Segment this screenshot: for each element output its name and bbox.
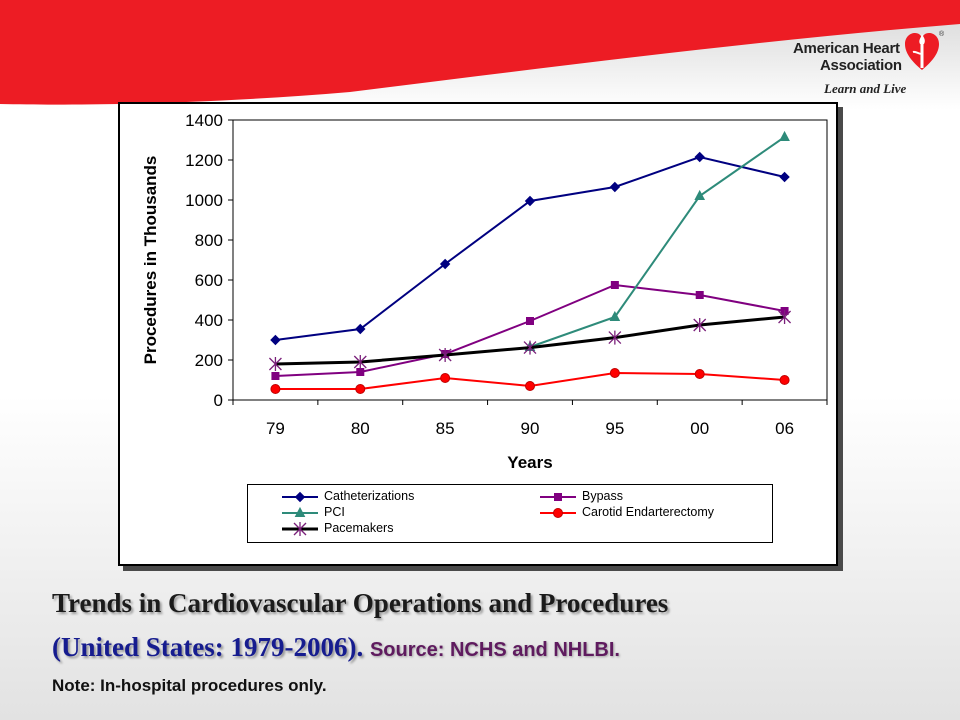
y-tick-label: 1400: [185, 111, 223, 130]
logo-org-line2: Association: [820, 57, 902, 74]
legend-swatch: [540, 493, 576, 501]
y-tick-label: 1000: [185, 191, 223, 210]
data-point: [779, 375, 790, 385]
chart-panel: 0 200 400 600 800 1000 1200 1400 79 80 85 90 95 00 06 Y…: [118, 102, 838, 566]
caption-title-years: (United States: 1979-2006).: [52, 632, 364, 662]
legend-swatch: [282, 506, 318, 517]
data-point: [693, 318, 707, 332]
x-axis-label: Years: [507, 453, 552, 472]
data-point: [610, 281, 619, 289]
x-tick-label: 85: [436, 419, 455, 438]
data-point: [694, 189, 706, 200]
x-tick-label: 06: [775, 419, 794, 438]
y-tick-label: 0: [214, 391, 223, 410]
series-pacemakers: [268, 310, 792, 371]
plot-area: [232, 119, 828, 401]
legend-marker: [553, 508, 563, 518]
x-tick-label: 79: [266, 419, 285, 438]
series-pci: [524, 130, 790, 351]
data-point: [355, 323, 366, 335]
x-tick-label: 80: [351, 419, 370, 438]
data-point: [356, 368, 365, 376]
logo-tagline: Learn and Live: [824, 81, 907, 96]
heart-torch-icon: [905, 33, 939, 70]
legend-swatch: [282, 522, 318, 536]
legend-label: Pacemakers: [324, 521, 394, 535]
y-tick-label: 400: [195, 311, 223, 330]
chart-legend: Catheterizations Bypass PCI Carotid Endarte…: [247, 484, 773, 543]
data-point: [608, 330, 622, 345]
data-point: [779, 171, 790, 183]
data-point: [353, 355, 367, 369]
y-axis-label: Procedures in Thousands: [141, 156, 160, 365]
legend-swatch: [282, 491, 318, 503]
data-point: [526, 317, 534, 325]
caption-title-line1: Trends in Cardiovascular Operations and …: [52, 588, 669, 618]
data-point: [609, 181, 621, 193]
data-point: [778, 310, 792, 324]
y-tick-label: 600: [195, 271, 223, 290]
legend-marker: [554, 493, 562, 501]
data-point: [268, 357, 282, 371]
data-point: [523, 340, 537, 355]
caption-source: Source: NCHS and NHLBI.: [369, 639, 620, 661]
data-point: [271, 372, 280, 380]
legend-label: Bypass: [582, 489, 623, 503]
data-point: [695, 291, 704, 299]
y-tick-label: 800: [195, 231, 223, 250]
y-tick-label: 1200: [185, 151, 223, 170]
legend-marker: [294, 506, 306, 517]
legend-label: Carotid Endarterectomy: [582, 505, 715, 519]
legend-swatch: [540, 508, 576, 518]
legend-label: PCI: [324, 505, 345, 519]
series-line: [529, 136, 786, 348]
data-point: [694, 151, 705, 163]
data-point: [270, 334, 281, 346]
registered-mark: ®: [939, 31, 945, 38]
legend-label: Catheterizations: [324, 489, 415, 503]
caption-title-line2: (United States: 1979-2006). Source: NCHS…: [52, 632, 620, 663]
data-point: [439, 258, 451, 270]
data-point: [270, 384, 281, 394]
data-point: [609, 310, 621, 321]
legend-marker: [294, 491, 306, 503]
x-tick-label: 95: [605, 419, 624, 438]
caption-note: Note: In-hospital procedures only.: [52, 676, 327, 695]
data-point: [609, 368, 620, 378]
y-tick-label: 200: [195, 351, 223, 370]
data-point: [524, 195, 536, 207]
x-tick-label: 90: [521, 419, 540, 438]
data-point: [779, 130, 790, 141]
logo-org-line1: American Heart: [793, 40, 900, 57]
data-point: [525, 381, 535, 391]
data-point: [438, 348, 452, 362]
aha-logo: American Heart Association Learn and Liv…: [790, 30, 950, 102]
data-point: [694, 369, 705, 379]
data-point: [440, 373, 451, 383]
series-carotid-endarterectomy: [270, 368, 790, 394]
x-tick-label: 00: [690, 419, 709, 438]
legend-marker: [293, 522, 307, 536]
line-chart: 0 200 400 600 800 1000 1200 1400 79 80 85 90 95 00 06 Y…: [141, 111, 828, 472]
series-catheterizations: [270, 151, 790, 346]
header-banner: [0, 0, 960, 110]
data-point: [355, 384, 366, 394]
